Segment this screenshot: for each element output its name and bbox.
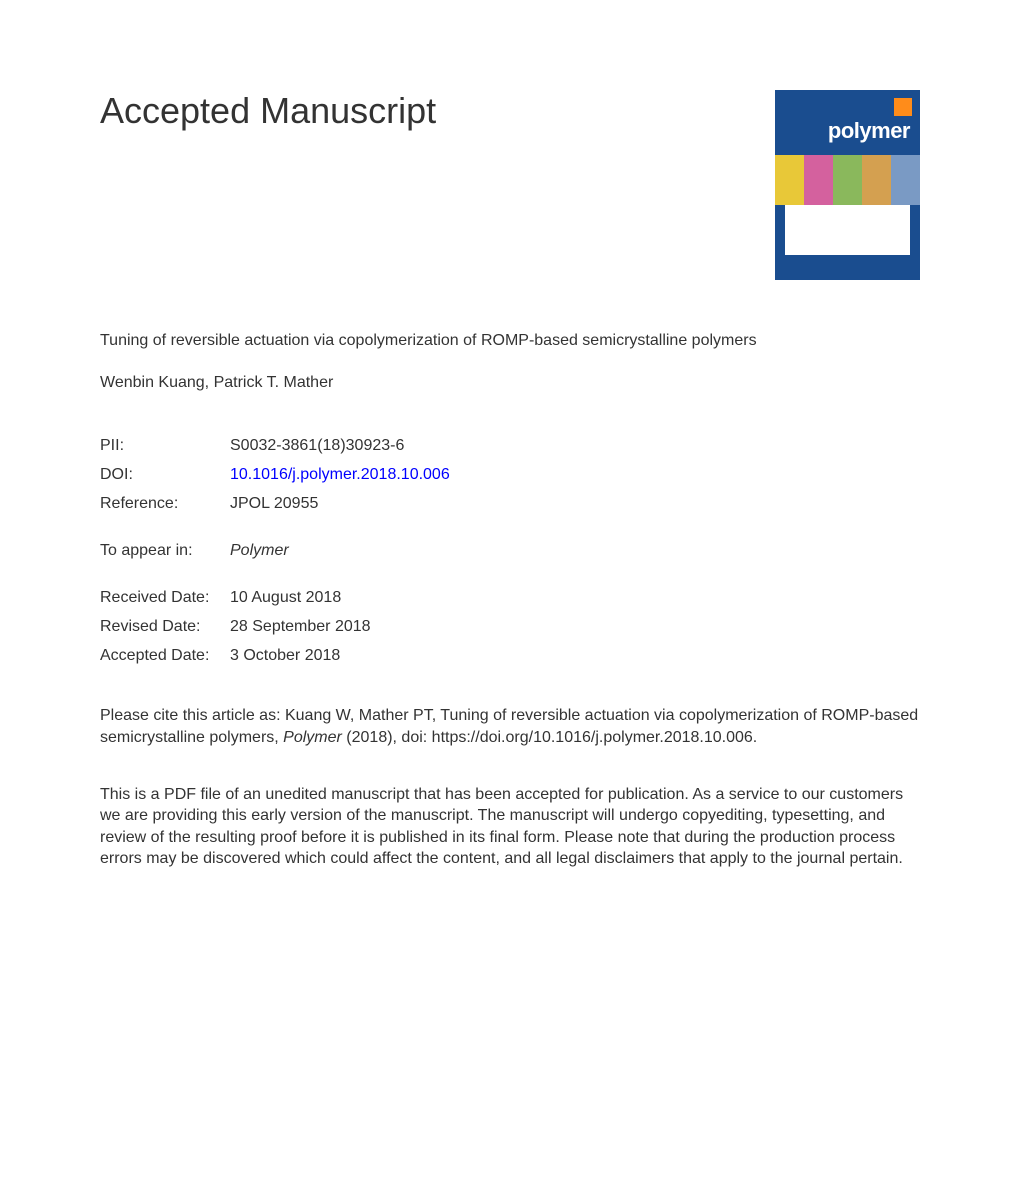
cover-strip-cell xyxy=(775,155,804,205)
meta-value: JPOL 20955 xyxy=(230,495,920,513)
header-row: Accepted Manuscript polymer xyxy=(100,90,920,280)
meta-value: 28 September 2018 xyxy=(230,618,920,636)
journal-cover-title: polymer xyxy=(828,118,910,144)
article-title: Tuning of reversible actuation via copol… xyxy=(100,330,800,352)
meta-label: PII: xyxy=(100,437,230,455)
meta-row-pii: PII: S0032-3861(18)30923-6 xyxy=(100,437,920,455)
citation-text: Please cite this article as: Kuang W, Ma… xyxy=(100,705,920,748)
journal-cover-strip xyxy=(775,155,920,205)
meta-label: Received Date: xyxy=(100,589,230,607)
meta-label: Revised Date: xyxy=(100,618,230,636)
journal-cover-diagram xyxy=(785,205,910,255)
page-heading: Accepted Manuscript xyxy=(100,90,436,132)
doi-link[interactable]: 10.1016/j.polymer.2018.10.006 xyxy=(230,466,920,484)
meta-value: 3 October 2018 xyxy=(230,647,920,665)
meta-label: DOI: xyxy=(100,466,230,484)
meta-row-received: Received Date: 10 August 2018 xyxy=(100,589,920,607)
cover-strip-cell xyxy=(804,155,833,205)
meta-value: S0032-3861(18)30923-6 xyxy=(230,437,920,455)
cover-strip-cell xyxy=(833,155,862,205)
publisher-logo-icon xyxy=(894,98,912,116)
meta-label: Reference: xyxy=(100,495,230,513)
meta-label: Accepted Date: xyxy=(100,647,230,665)
meta-row-accepted: Accepted Date: 3 October 2018 xyxy=(100,647,920,665)
meta-row-doi: DOI: 10.1016/j.polymer.2018.10.006 xyxy=(100,466,920,484)
meta-table: PII: S0032-3861(18)30923-6 DOI: 10.1016/… xyxy=(100,437,920,665)
meta-row-reference: Reference: JPOL 20955 xyxy=(100,495,920,513)
citation-suffix: (2018), doi: https://doi.org/10.1016/j.p… xyxy=(342,729,757,746)
authors: Wenbin Kuang, Patrick T. Mather xyxy=(100,374,920,392)
citation-journal: Polymer xyxy=(283,729,342,746)
meta-row-to-appear: To appear in: Polymer xyxy=(100,542,920,560)
cover-strip-cell xyxy=(891,155,920,205)
meta-value-journal: Polymer xyxy=(230,542,920,560)
disclaimer-text: This is a PDF file of an unedited manusc… xyxy=(100,784,920,870)
journal-cover: polymer xyxy=(775,90,920,280)
meta-label: To appear in: xyxy=(100,542,230,560)
meta-row-revised: Revised Date: 28 September 2018 xyxy=(100,618,920,636)
meta-value: 10 August 2018 xyxy=(230,589,920,607)
cover-strip-cell xyxy=(862,155,891,205)
